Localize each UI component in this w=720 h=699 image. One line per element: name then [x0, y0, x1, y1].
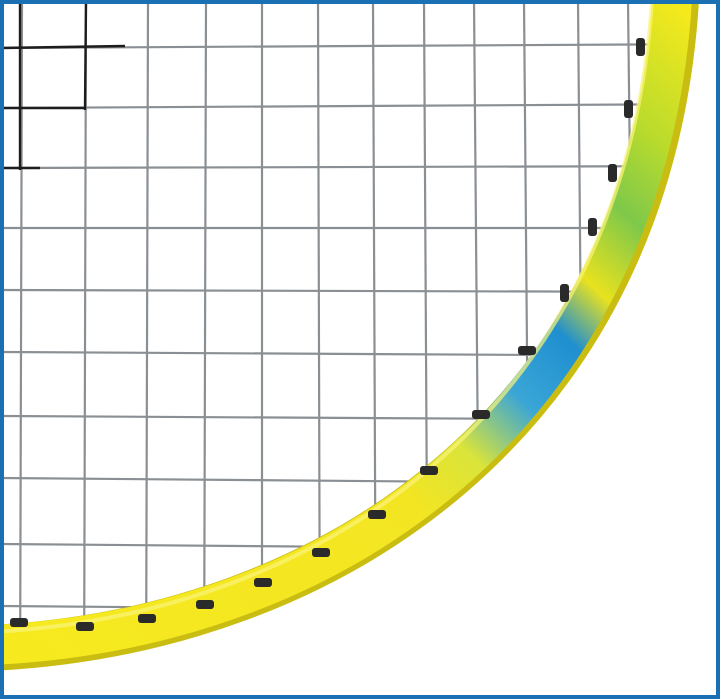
frame-body: [0, 0, 692, 665]
dark-strings: [0, 0, 126, 170]
frame-highlight: [0, 0, 654, 634]
frame: [0, 0, 699, 671]
grommets: [10, 38, 645, 631]
